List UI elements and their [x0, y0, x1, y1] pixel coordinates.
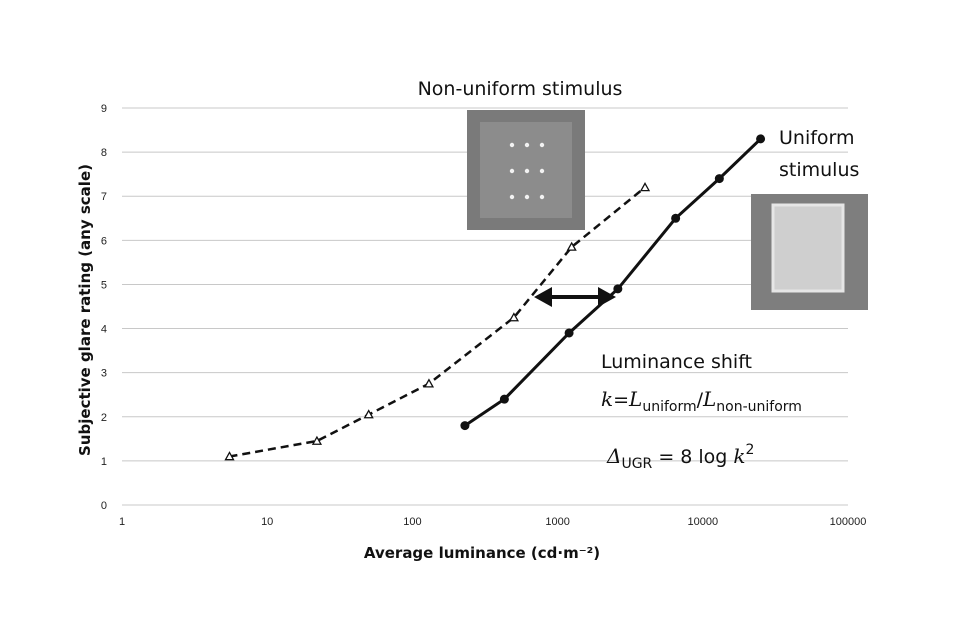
y-tick-label: 7 [101, 191, 107, 203]
non-uniform-data-point [224, 451, 235, 461]
uniform-stimulus-label-line2: stimulus [779, 159, 859, 181]
y-tick-labels: 0 1 2 3 4 5 6 7 8 9 [101, 103, 107, 512]
non-uniform-data-point [423, 378, 435, 388]
x-tick-label: 100 [403, 516, 421, 528]
y-tick-label: 3 [101, 368, 107, 380]
y-tick-label: 6 [101, 235, 107, 247]
y-tick-label: 9 [101, 103, 107, 115]
x-tick-label: 100000 [830, 516, 867, 528]
non-uniform-data-point [508, 312, 519, 322]
uniform-data-point [756, 134, 766, 144]
uniform-stimulus-image [751, 194, 868, 310]
y-axis-label: Subjective glare rating (any scale) [76, 164, 94, 456]
y-tick-label: 5 [101, 279, 107, 291]
non-uniform-data-point [639, 182, 651, 192]
x-tick-label: 10000 [688, 516, 719, 528]
luminance-shift-arrow [534, 287, 616, 307]
y-tick-label: 8 [101, 147, 107, 159]
uniform-data-point [460, 421, 470, 431]
x-tick-label: 10 [261, 516, 273, 528]
non-uniform-data-point [363, 409, 374, 419]
x-axis-label: Average luminance (cd·m⁻²) [364, 544, 600, 562]
uniform-data-point [671, 213, 681, 223]
uniform-stimulus-label-line1: Uniform [779, 127, 855, 149]
non-uniform-data-point [566, 241, 577, 251]
x-tick-label: 1000 [545, 516, 569, 528]
series-markers [224, 134, 766, 461]
ugr-formula: ΔUGR = 8 log k2 [606, 442, 754, 472]
x-tick-label: 1 [119, 516, 125, 528]
y-tick-label: 2 [101, 412, 107, 424]
uniform-data-point [714, 174, 724, 184]
y-tick-label: 1 [101, 456, 107, 468]
uniform-data-point [613, 284, 623, 294]
uniform-data-point [564, 328, 574, 338]
y-tick-label: 4 [101, 324, 107, 336]
non-uniform-stimulus-label: Non-uniform stimulus [418, 78, 623, 100]
uniform-data-point [499, 394, 509, 404]
x-tick-labels: 1 10 100 1000 10000 100000 [119, 516, 866, 528]
luminance-shift-label: Luminance shift [601, 351, 752, 373]
non-uniform-data-point [311, 435, 323, 445]
non-uniform-stimulus-image [467, 110, 585, 230]
luminance-shift-formula: k=Luniform/Lnon-uniform [601, 387, 802, 415]
y-tick-label: 0 [101, 500, 107, 512]
